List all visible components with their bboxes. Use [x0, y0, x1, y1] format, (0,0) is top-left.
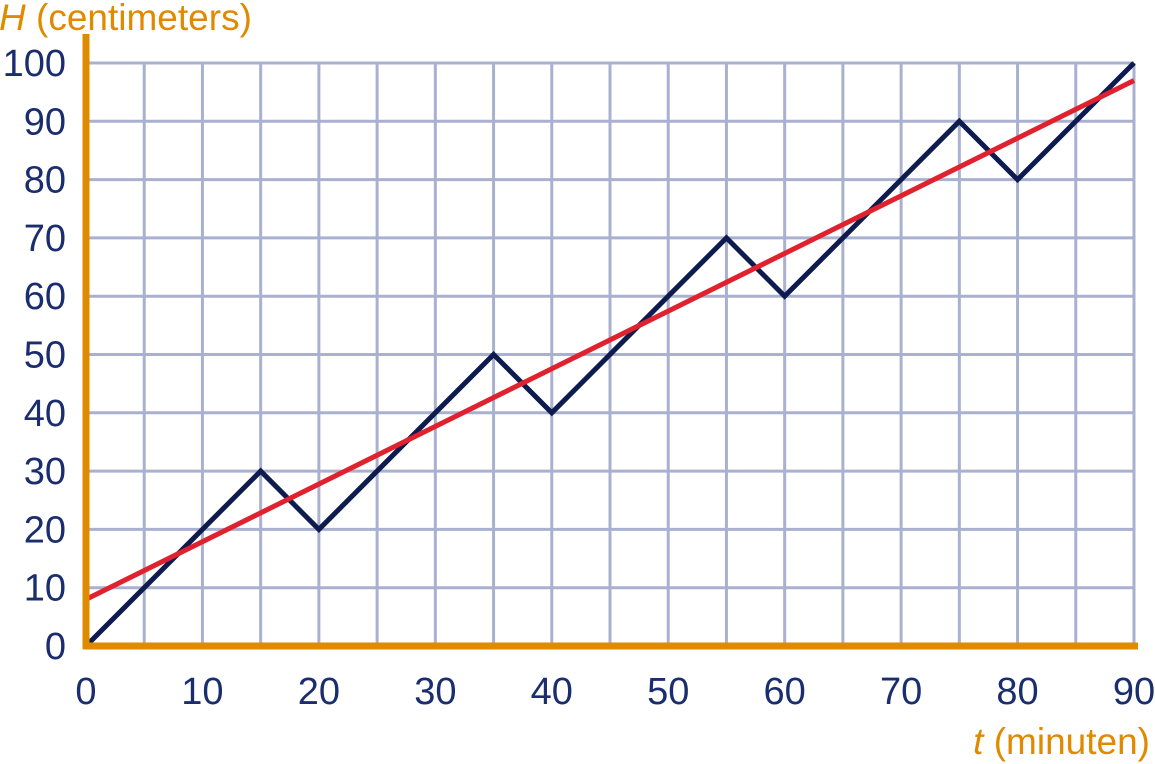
x-tick-label: 80: [996, 671, 1038, 713]
y-tick-label: 60: [24, 276, 66, 318]
x-axis-title: t (minuten): [973, 721, 1150, 762]
grid-lines: [86, 61, 1136, 646]
y-tick-label: 50: [24, 335, 66, 377]
x-tick-label: 90: [1113, 671, 1155, 713]
x-tick-label: 10: [181, 671, 223, 713]
axes: [82, 34, 1138, 650]
x-tick-label: 40: [531, 671, 573, 713]
y-tick-label: 0: [45, 626, 66, 668]
y-axis-unit: (centimeters): [26, 0, 252, 38]
x-tick-label: 20: [298, 671, 340, 713]
data-series: [84, 61, 1136, 648]
x-tick-label: 70: [880, 671, 922, 713]
y-tick-label: 30: [24, 451, 66, 493]
x-tick-label: 50: [647, 671, 689, 713]
y-tick-label: 10: [24, 568, 66, 610]
x-tick-label: 30: [414, 671, 456, 713]
x-tick-label: 60: [764, 671, 806, 713]
x-axis-unit: (minuten): [983, 721, 1150, 762]
y-tick-label: 20: [24, 509, 66, 551]
y-tick-label: 40: [24, 393, 66, 435]
tick-labels: 0 10 20 30 40 50 60 70 80 90 0 10 20 30 40 50 60 70 80 90 10…: [3, 43, 1155, 713]
x-axis-symbol: t: [973, 721, 985, 762]
y-tick-label: 90: [24, 101, 66, 143]
y-tick-label: 80: [24, 160, 66, 202]
series-line-trend: [84, 78, 1136, 602]
y-axis-title: H (centimeters): [0, 0, 252, 38]
y-tick-label: 70: [24, 218, 66, 260]
x-tick-label: 0: [75, 671, 96, 713]
y-tick-label: 100: [3, 43, 66, 85]
y-axis-symbol: H: [0, 0, 26, 38]
